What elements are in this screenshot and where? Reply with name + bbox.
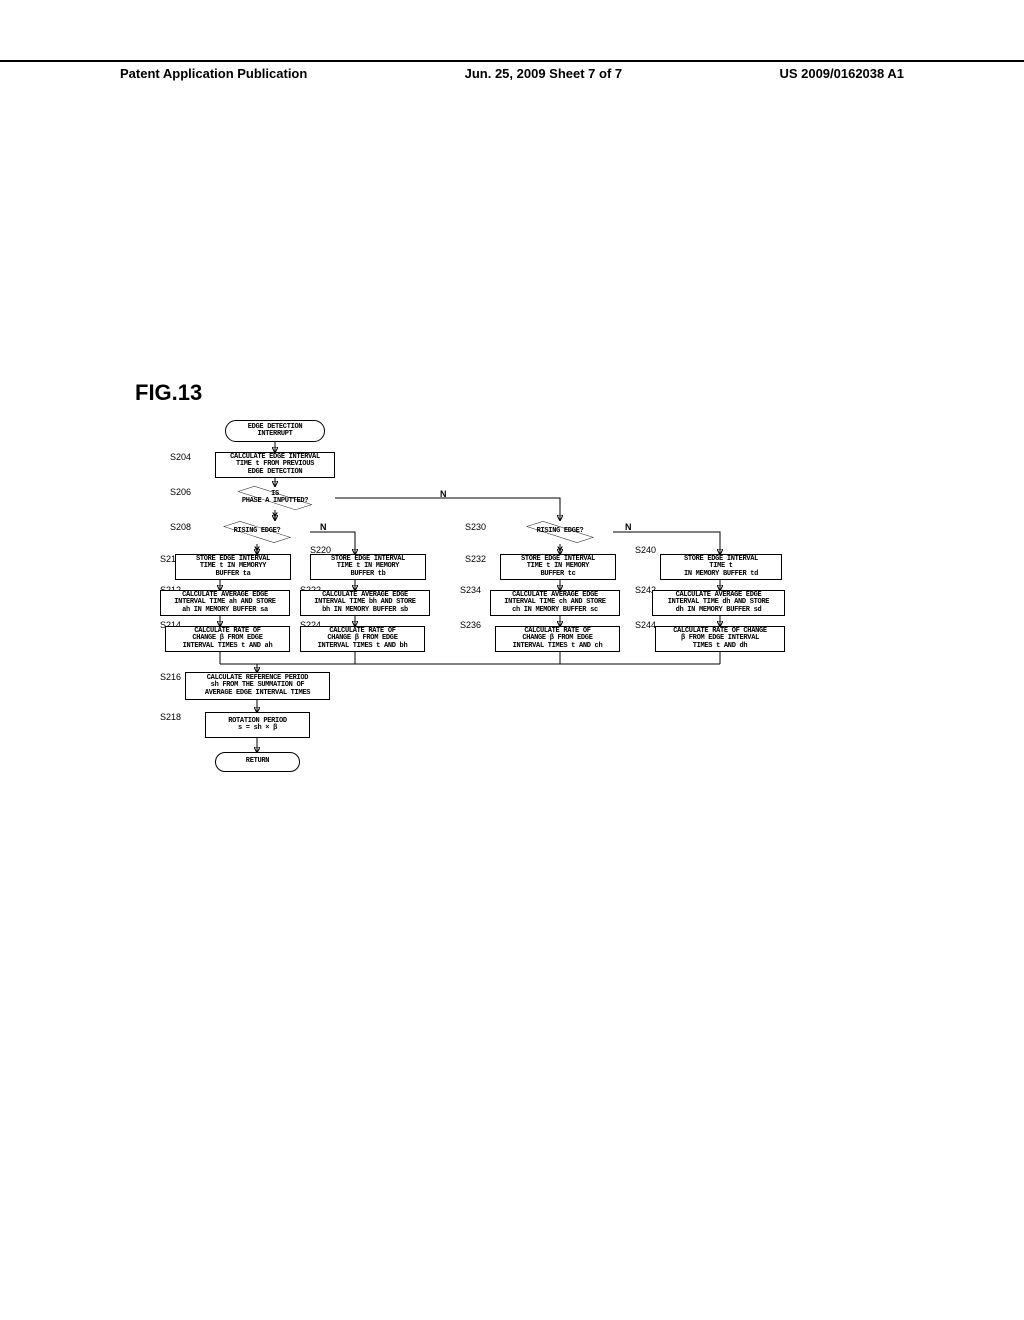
step-s236: S236 <box>460 620 481 630</box>
process-s240: STORE EDGE INTERVAL TIME t IN MEMORY BUF… <box>660 554 782 580</box>
process-s232: STORE EDGE INTERVAL TIME t IN MEMORY BUF… <box>500 554 616 580</box>
step-s208: S208 <box>170 522 191 532</box>
step-s204: S204 <box>170 452 191 462</box>
figure-label: FIG.13 <box>135 380 202 406</box>
return-node: RETURN <box>215 752 300 772</box>
decision-s230: RISING EDGE? <box>507 520 613 544</box>
process-s222: CALCULATE AVERAGE EDGE INTERVAL TIME bh … <box>300 590 430 616</box>
process-s236: CALCULATE RATE OF CHANGE β FROM EDGE INT… <box>495 626 620 652</box>
decision-s206: IS PHASE A INPUTTED? <box>215 486 335 510</box>
decision-s208: RISING EDGE? <box>204 520 310 544</box>
step-s232: S232 <box>465 554 486 564</box>
step-s244: S244 <box>635 620 656 630</box>
flowchart: EDGE DETECTION INTERRUPT S204 CALCULATE … <box>160 420 900 880</box>
header-left: Patent Application Publication <box>120 66 307 81</box>
process-s244: CALCULATE RATE OF CHANGE β FROM EDGE INT… <box>655 626 785 652</box>
process-s204: CALCULATE EDGE INTERVAL TIME t FROM PREV… <box>215 452 335 478</box>
process-s242: CALCULATE AVERAGE EDGE INTERVAL TIME dh … <box>652 590 785 616</box>
process-s216: CALCULATE REFERENCE PERIOD sh FROM THE S… <box>185 672 330 700</box>
process-s224: CALCULATE RATE OF CHANGE β FROM EDGE INT… <box>300 626 425 652</box>
step-s206: S206 <box>170 487 191 497</box>
header-center: Jun. 25, 2009 Sheet 7 of 7 <box>465 66 623 81</box>
process-s218: ROTATION PERIOD s = sh × β <box>205 712 310 738</box>
start-node: EDGE DETECTION INTERRUPT <box>225 420 325 442</box>
header-right: US 2009/0162038 A1 <box>779 66 904 81</box>
n-s208: N <box>320 522 327 532</box>
process-s220: STORE EDGE INTERVAL TIME t IN MEMORY BUF… <box>310 554 426 580</box>
page-header: Patent Application Publication Jun. 25, … <box>0 60 1024 81</box>
step-s234: S234 <box>460 585 481 595</box>
process-s214: CALCULATE RATE OF CHANGE β FROM EDGE INT… <box>165 626 290 652</box>
step-s218: S218 <box>160 712 181 722</box>
process-s210: STORE EDGE INTERVAL TIME t IN MEMORYY BU… <box>175 554 291 580</box>
step-s240: S240 <box>635 545 656 555</box>
process-s234: CALCULATE AVERAGE EDGE INTERVAL TIME ch … <box>490 590 620 616</box>
step-s230: S230 <box>465 522 486 532</box>
step-s216: S216 <box>160 672 181 682</box>
process-s212: CALCULATE AVERAGE EDGE INTERVAL TIME ah … <box>160 590 290 616</box>
n-s206: N <box>440 489 447 499</box>
n-s230: N <box>625 522 632 532</box>
